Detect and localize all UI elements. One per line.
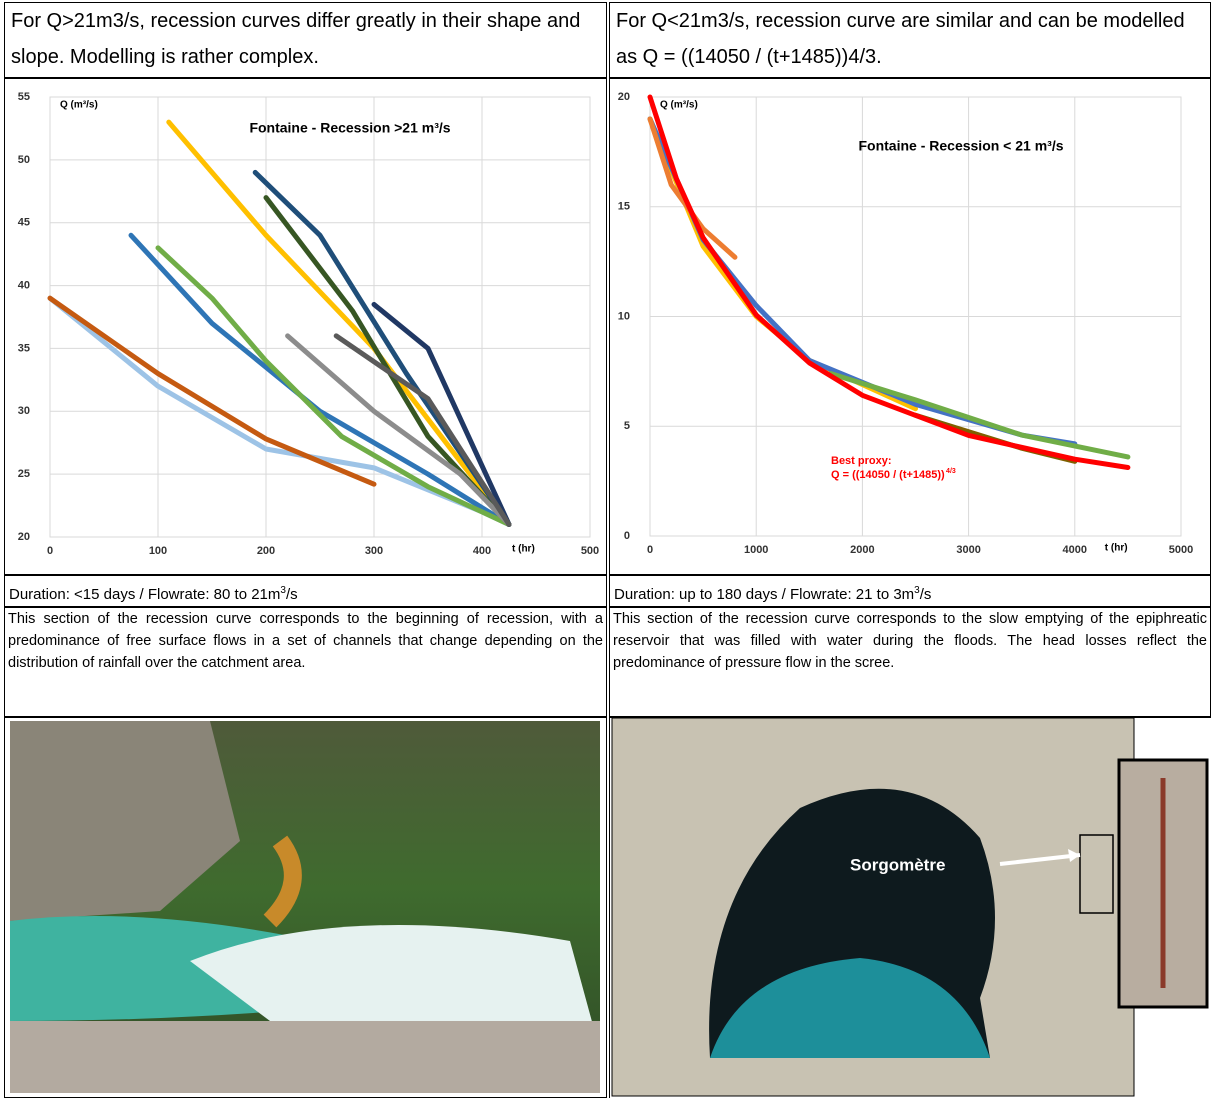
photo-cell: Sorgomètre xyxy=(609,717,1211,1098)
x-tick-label: 100 xyxy=(149,545,167,557)
data-line xyxy=(647,116,918,412)
y-tick-label: 5 xyxy=(624,420,630,432)
header-right: For Q<21m3/s, recession curve are simila… xyxy=(609,2,1211,78)
x-axis-label: t (hr) xyxy=(1105,543,1128,554)
arrow-head xyxy=(1068,849,1080,862)
pool xyxy=(10,916,290,1021)
y-tick-label: 0 xyxy=(624,530,630,542)
chart-cell: 0 5 10 15 20 0 1000 2000 3000 4000 5000 Fontaine - … xyxy=(609,78,1211,575)
caption-sup: 3 xyxy=(280,585,286,596)
zoom-box xyxy=(1079,834,1114,914)
data-line xyxy=(155,245,512,527)
cave-water xyxy=(710,958,990,1058)
x-tick-label: 3000 xyxy=(956,544,980,556)
arrow xyxy=(999,853,1081,866)
caption-text: /s xyxy=(919,586,932,603)
data-line xyxy=(333,333,512,527)
chart-title: Fontaine - Recession >21 m³/s xyxy=(249,120,450,136)
photo xyxy=(10,721,600,1093)
data-line xyxy=(371,301,512,527)
chart-title: Fontaine - Recession < 21 m³/s xyxy=(858,138,1063,154)
x-tick-label: 0 xyxy=(47,545,53,557)
cliff xyxy=(10,721,240,921)
chart: 20 25 30 35 40 45 50 55 0 100 200 300 400 500 Fontaine… xyxy=(18,91,599,557)
data-line xyxy=(647,94,1131,471)
x-tick-label: 0 xyxy=(647,544,653,556)
photo: Sorgomètre xyxy=(611,718,1209,1097)
caption-text: /s xyxy=(285,586,298,603)
x-tick-label: 300 xyxy=(365,545,383,557)
y-tick-label: 25 xyxy=(18,468,30,480)
plot-frame xyxy=(49,96,591,538)
x-tick-label: 200 xyxy=(257,545,275,557)
chart: 0 5 10 15 20 0 1000 2000 3000 4000 5000 Fontaine - … xyxy=(618,91,1193,556)
data-line xyxy=(828,371,1131,460)
caption-text: Duration: <15 days / Flowrate: 80 to 21m xyxy=(9,586,281,603)
x-tick-label: 1000 xyxy=(744,544,768,556)
y-tick-label: 40 xyxy=(18,279,30,291)
y-tick-label: 20 xyxy=(618,91,630,103)
caption: Duration: up to 180 days / Flowrate: 21 … xyxy=(609,575,1211,607)
y-tick-label: 55 xyxy=(18,91,30,103)
y-tick-label: 45 xyxy=(18,217,30,229)
tree xyxy=(263,835,302,928)
terrace xyxy=(10,1021,600,1093)
y-axis-label: Q (m³/s) xyxy=(660,100,698,111)
paragraph: This section of the recession curve corr… xyxy=(609,607,1211,717)
chart-cell: 20 25 30 35 40 45 50 55 0 100 200 300 400 500 Fontaine… xyxy=(4,78,607,575)
y-tick-label: 35 xyxy=(18,342,30,354)
caption: Duration: <15 days / Flowrate: 80 to 21m… xyxy=(4,575,607,607)
paragraph: This section of the recession curve corr… xyxy=(4,607,607,717)
annotation-sup: 4/3 xyxy=(946,468,956,475)
y-tick-label: 10 xyxy=(618,310,630,322)
x-tick-label: 5000 xyxy=(1169,544,1193,556)
y-tick-label: 20 xyxy=(18,531,30,543)
y-axis-label: Q (m³/s) xyxy=(60,100,98,111)
x-tick-label: 400 xyxy=(473,545,491,557)
y-tick-label: 15 xyxy=(618,201,630,213)
caption-sup: 3 xyxy=(914,585,920,596)
x-tick-label: 500 xyxy=(581,545,599,557)
photo-cell xyxy=(4,717,607,1098)
waterfall xyxy=(190,925,600,1051)
header-left: For Q>21m3/s, recession curves differ gr… xyxy=(4,2,607,78)
plot-frame xyxy=(649,96,1182,537)
annotation: Best proxy: xyxy=(831,455,892,467)
x-tick-label: 2000 xyxy=(850,544,874,556)
data-line xyxy=(128,232,512,527)
photo-label: Sorgomètre xyxy=(850,855,945,874)
y-tick-label: 50 xyxy=(18,154,30,166)
x-tick-label: 4000 xyxy=(1063,544,1087,556)
data-line xyxy=(47,295,377,487)
x-axis-label: t (hr) xyxy=(512,544,535,555)
data-line xyxy=(285,333,512,527)
y-tick-label: 30 xyxy=(18,405,30,417)
caption-text: Duration: up to 180 days / Flowrate: 21 … xyxy=(614,586,915,603)
annotation: Q = ((14050 / (t+1485)) xyxy=(831,469,945,481)
